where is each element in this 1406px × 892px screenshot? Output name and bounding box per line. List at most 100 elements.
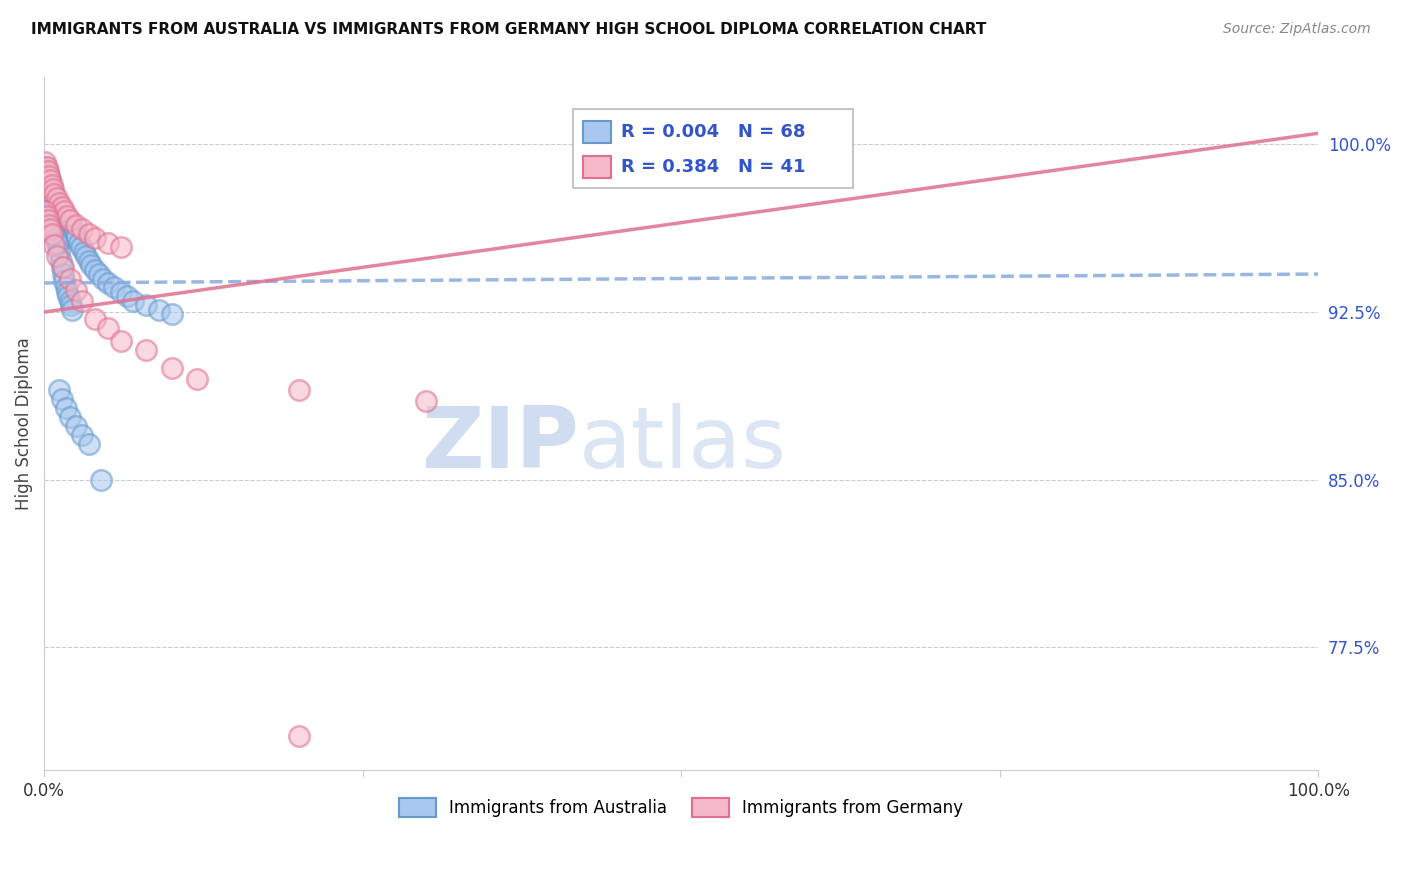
Point (39, 173, 62, 187)
Point (80, 258, 103, 272)
Point (44, 227, 66, 241)
Legend: Immigrants from Australia, Immigrants from Germany: Immigrants from Australia, Immigrants fr… (392, 791, 970, 824)
Point (72, 428, 94, 442)
Point (87, 267, 110, 281)
Point (42, 220, 65, 235)
Point (77, 437, 100, 451)
Point (58, 410, 80, 425)
Point (60, 302, 83, 317)
Point (65, 419, 87, 434)
Point (103, 280, 125, 294)
Point (34, 160, 56, 174)
Point (415, 394, 437, 409)
Point (34, 194, 56, 208)
Text: ZIP: ZIP (422, 403, 579, 486)
Text: R = 0.384   N = 41: R = 0.384 N = 41 (621, 158, 806, 176)
Text: R = 0.004   N = 68: R = 0.004 N = 68 (621, 123, 806, 141)
Point (72, 222, 94, 236)
Point (45, 231, 67, 245)
Point (37, 213, 59, 227)
Point (38, 171, 60, 186)
Bar (572, 109, 853, 188)
Point (46, 238, 69, 252)
Point (110, 285, 132, 299)
Point (62, 220, 84, 235)
Y-axis label: High School Diploma: High School Diploma (15, 337, 32, 510)
Bar (583, 121, 612, 144)
Point (110, 334, 132, 348)
Point (135, 343, 157, 357)
Point (97, 320, 120, 334)
Point (53, 274, 76, 288)
Point (288, 730, 311, 744)
Point (97, 235, 120, 250)
Point (49, 253, 72, 268)
Point (122, 293, 145, 308)
Point (44, 186, 66, 201)
Point (35, 164, 58, 178)
Point (37, 167, 59, 181)
Point (45, 231, 67, 245)
Point (37, 204, 59, 219)
Point (41, 227, 63, 241)
Point (110, 240, 132, 254)
Point (91, 271, 114, 285)
Point (38, 218, 60, 232)
Point (53, 204, 76, 219)
Point (37, 180, 59, 194)
Point (77, 253, 100, 268)
Point (48, 195, 70, 210)
Point (39, 186, 62, 201)
Point (77, 227, 100, 241)
Point (37, 164, 59, 178)
Point (65, 218, 87, 232)
Point (41, 216, 63, 230)
Point (84, 231, 107, 245)
Point (52, 267, 75, 281)
Point (48, 244, 70, 259)
Point (56, 209, 79, 223)
Point (34, 155, 56, 169)
Point (45, 249, 67, 263)
Point (97, 276, 120, 290)
Point (52, 260, 75, 275)
Point (58, 289, 80, 303)
Point (45, 235, 67, 250)
Point (56, 285, 79, 299)
Point (42, 209, 65, 223)
Point (35, 200, 58, 214)
Point (38, 185, 60, 199)
Point (70, 240, 93, 254)
Point (38, 209, 60, 223)
Point (51, 260, 73, 275)
Point (55, 401, 77, 415)
Point (42, 182, 65, 196)
Point (39, 173, 62, 187)
Point (51, 392, 73, 406)
Point (42, 222, 65, 236)
Point (65, 283, 87, 297)
Point (160, 360, 183, 375)
Point (84, 311, 107, 326)
Point (67, 235, 90, 250)
Point (34, 204, 56, 219)
Point (90, 473, 112, 487)
Point (41, 178, 63, 192)
Point (288, 383, 311, 397)
Point (45, 191, 67, 205)
Point (44, 238, 66, 252)
Point (63, 227, 86, 241)
Point (48, 383, 70, 397)
Point (148, 302, 170, 317)
Text: Source: ZipAtlas.com: Source: ZipAtlas.com (1223, 22, 1371, 37)
Point (59, 298, 82, 312)
Point (115, 289, 138, 303)
Point (35, 160, 58, 174)
Point (72, 293, 94, 308)
Bar (583, 156, 612, 178)
Point (34, 171, 56, 186)
Point (72, 244, 94, 259)
Point (160, 307, 183, 321)
Point (55, 280, 77, 294)
Text: IMMIGRANTS FROM AUSTRALIA VS IMMIGRANTS FROM GERMANY HIGH SCHOOL DIPLOMA CORRELA: IMMIGRANTS FROM AUSTRALIA VS IMMIGRANTS … (31, 22, 986, 37)
